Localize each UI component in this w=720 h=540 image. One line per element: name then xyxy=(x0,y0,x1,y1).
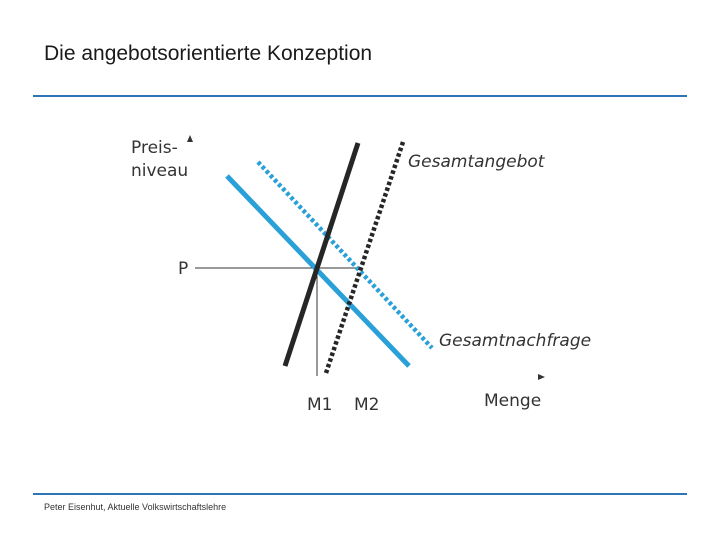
price-label: P xyxy=(178,259,188,279)
slide-title: Die angebotsorientierte Konzeption xyxy=(44,42,373,65)
x-axis-label: Menge xyxy=(484,391,541,411)
y-axis-arrow-icon xyxy=(187,135,193,142)
footer-divider xyxy=(33,493,687,495)
m2-label: M2 xyxy=(354,395,379,415)
demand-label: Gesamtnachfrage xyxy=(439,331,591,351)
m1-label: M1 xyxy=(307,395,332,415)
demand-curve-shifted xyxy=(256,160,434,350)
x-axis-arrow-icon xyxy=(538,374,545,380)
supply-curve xyxy=(282,142,361,367)
footer-credit: Peter Eisenhut, Aktuelle Volkswirtschaft… xyxy=(44,502,227,512)
y-axis-label-line2: niveau xyxy=(131,161,188,181)
supply-curve-shifted xyxy=(323,141,406,374)
title-divider xyxy=(33,95,687,97)
y-axis-label: Preis- xyxy=(131,138,178,158)
supply-label: Gesamtangebot xyxy=(408,152,546,172)
